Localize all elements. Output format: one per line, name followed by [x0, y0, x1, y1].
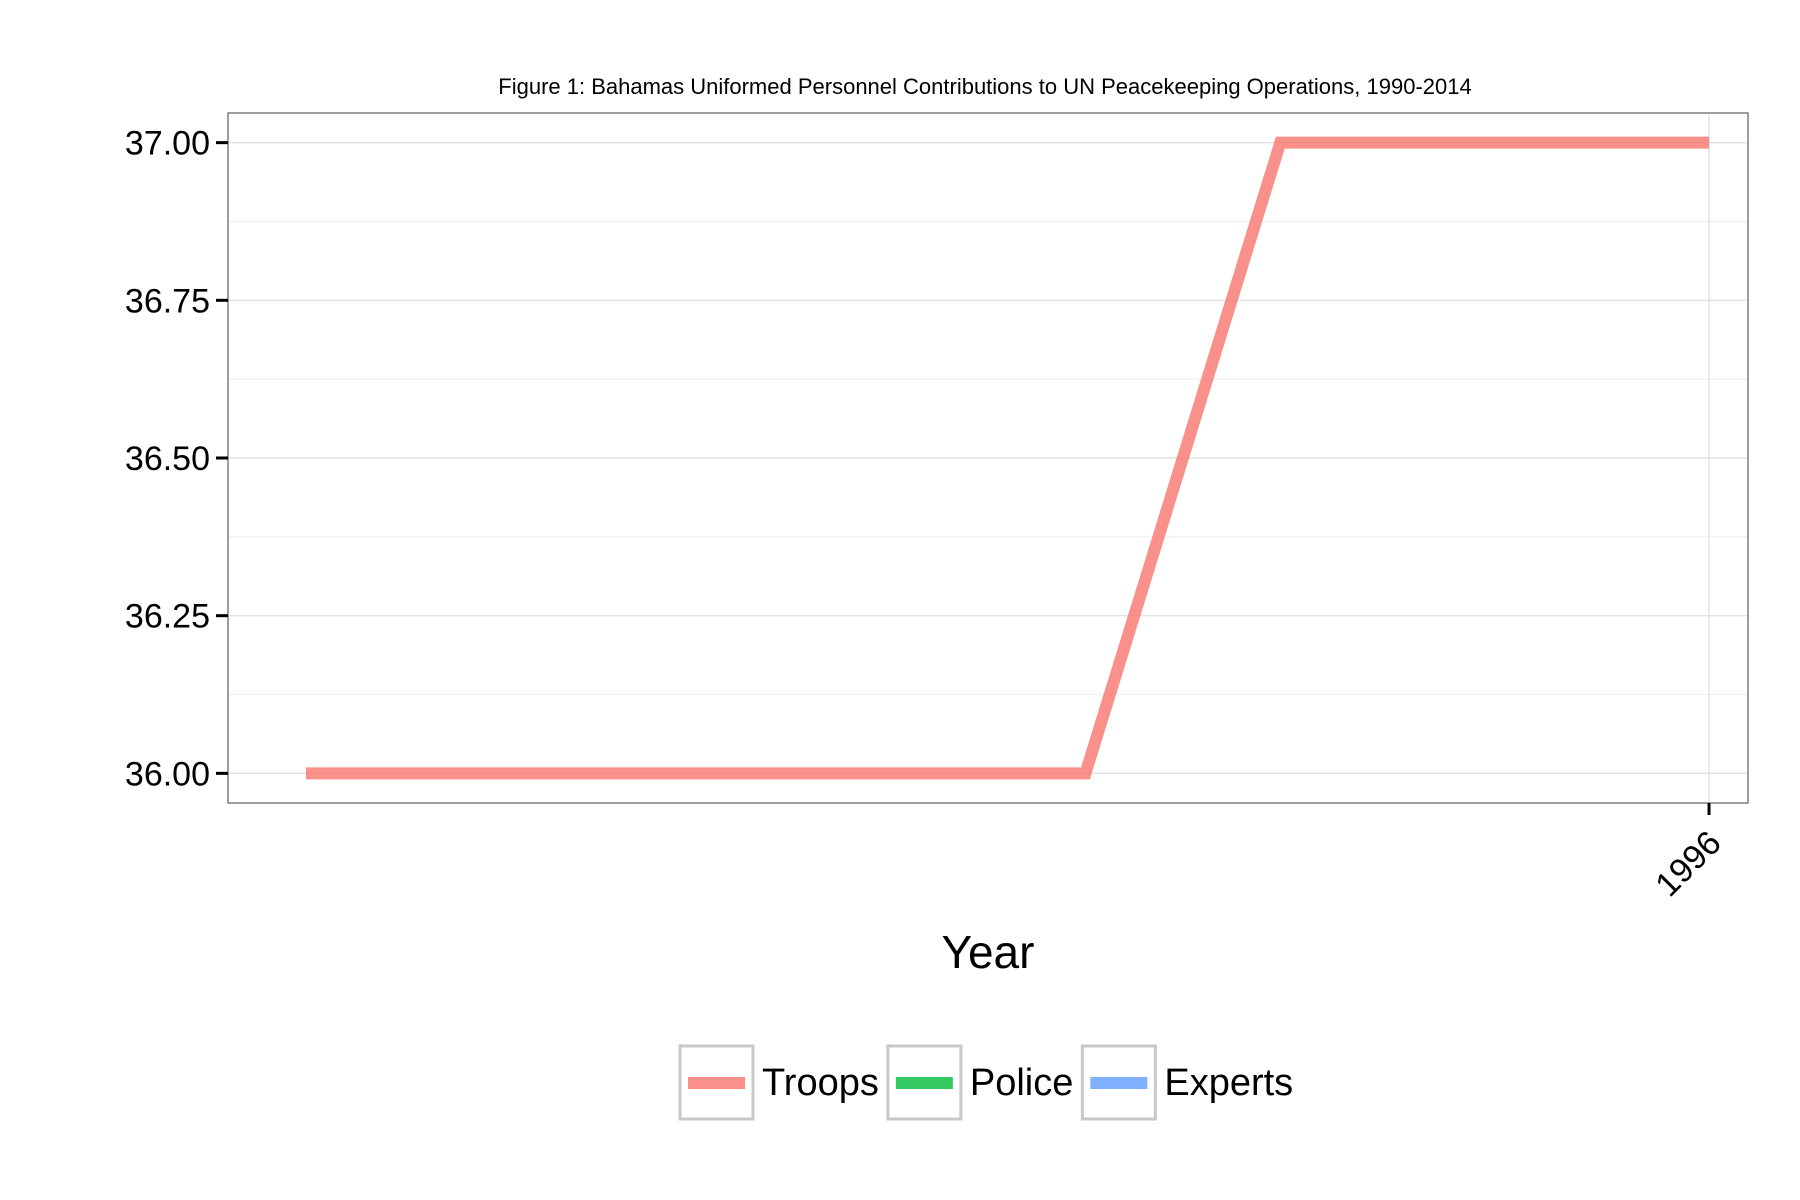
- y-tick-label: 36.50: [125, 440, 210, 478]
- legend: Troops Police Experts: [678, 1044, 1293, 1121]
- y-tick-label: 36.75: [125, 282, 210, 320]
- y-tick-label: 37.00: [125, 125, 210, 163]
- chart-title: Figure 1: Bahamas Uniformed Personnel Co…: [498, 74, 1471, 99]
- axes: 36.00 36.25 36.50 36.75 37.00 1996: [125, 125, 1729, 904]
- x-tick-label: 1996: [1648, 824, 1728, 904]
- y-tick-label: 36.00: [125, 755, 210, 793]
- legend-label-experts: Experts: [1164, 1062, 1293, 1104]
- y-tick-label: 36.25: [125, 598, 210, 636]
- x-axis-label: Year: [942, 926, 1035, 978]
- legend-label-police: Police: [970, 1062, 1074, 1104]
- legend-label-troops: Troops: [762, 1062, 879, 1104]
- series-lines: [305, 136, 1710, 780]
- series-line-troops: [305, 136, 1710, 780]
- grid-lines: [228, 113, 1748, 803]
